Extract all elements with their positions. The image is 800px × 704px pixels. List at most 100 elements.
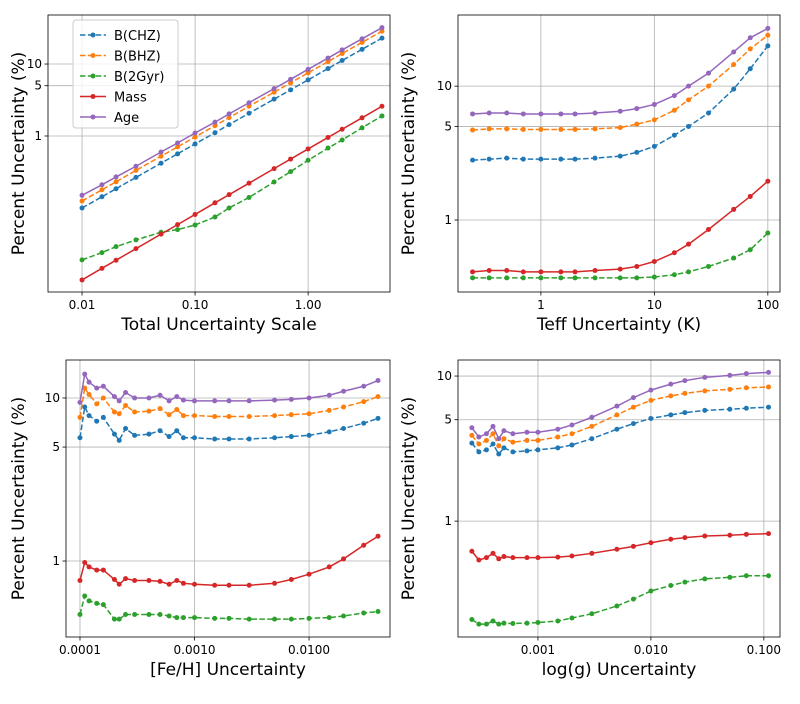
data-point — [175, 140, 181, 146]
data-point — [470, 127, 476, 133]
data-point — [359, 39, 365, 45]
legend-marker — [90, 94, 96, 99]
data-point — [558, 275, 564, 281]
data-point — [271, 89, 277, 95]
data-point — [589, 436, 595, 442]
data-point — [686, 83, 692, 89]
data-point — [686, 97, 692, 103]
data-point — [132, 611, 138, 617]
data-point — [617, 153, 623, 159]
data-point — [747, 247, 753, 253]
data-point — [486, 110, 492, 116]
data-point — [469, 548, 475, 554]
data-point — [166, 613, 172, 619]
data-point — [111, 616, 117, 622]
data-point — [192, 615, 198, 621]
data-point — [82, 593, 88, 599]
data-point — [305, 146, 311, 152]
data-point — [192, 130, 198, 136]
series-line — [471, 575, 769, 625]
data-point — [123, 576, 129, 582]
data-point — [379, 103, 385, 109]
data-point — [86, 564, 92, 570]
data-point — [731, 255, 737, 261]
series-line — [81, 105, 383, 281]
data-point — [504, 155, 510, 161]
data-point — [524, 437, 530, 443]
data-point — [668, 412, 674, 418]
data-point — [589, 423, 595, 429]
data-point — [111, 409, 117, 415]
series-line — [471, 386, 769, 448]
data-point — [569, 553, 575, 559]
data-point — [558, 269, 564, 275]
data-point — [175, 222, 181, 228]
data-point — [510, 431, 516, 437]
data-point — [483, 437, 489, 443]
data-point — [727, 574, 733, 580]
data-point — [305, 66, 311, 72]
data-point — [246, 194, 252, 200]
data-point — [166, 434, 172, 440]
data-point — [470, 157, 476, 163]
data-point — [86, 598, 92, 604]
data-point — [192, 435, 198, 441]
data-point — [288, 76, 294, 82]
data-point — [572, 275, 578, 281]
data-point — [226, 122, 232, 128]
data-point — [501, 554, 507, 560]
data-point — [630, 395, 636, 401]
data-point — [483, 447, 489, 453]
data-point — [288, 412, 294, 418]
data-point — [246, 180, 252, 186]
data-point — [113, 186, 119, 192]
data-point — [77, 611, 83, 617]
data-point — [765, 32, 771, 38]
data-point — [702, 576, 708, 582]
data-point — [504, 267, 510, 273]
x-tick-label: 0.01 — [69, 298, 96, 312]
data-point — [192, 222, 198, 228]
data-point — [766, 369, 772, 375]
data-point — [558, 156, 564, 162]
data-point — [702, 533, 708, 539]
data-point — [271, 166, 277, 172]
data-point — [558, 111, 564, 117]
data-point — [116, 616, 122, 622]
data-point — [306, 615, 312, 621]
data-point — [212, 119, 218, 125]
data-point — [94, 385, 100, 391]
data-point — [113, 174, 119, 180]
y-tick-label: 1 — [444, 213, 452, 227]
data-point — [339, 57, 345, 63]
x-tick-label: 0.010 — [634, 643, 668, 657]
data-point — [572, 111, 578, 117]
data-point — [192, 211, 198, 217]
data-point — [668, 393, 674, 399]
data-point — [175, 227, 181, 233]
data-point — [361, 542, 367, 548]
data-point — [747, 193, 753, 199]
data-point — [727, 532, 733, 538]
data-point — [648, 415, 654, 421]
data-point — [180, 413, 186, 419]
data-point — [146, 431, 152, 437]
data-point — [648, 397, 654, 403]
data-point — [306, 411, 312, 417]
data-point — [77, 399, 83, 405]
y-axis-label: Percent Uncertainty (%) — [9, 52, 29, 256]
data-point — [743, 573, 749, 579]
data-point — [765, 25, 771, 31]
data-point — [325, 145, 331, 151]
data-point — [94, 567, 100, 573]
data-point — [212, 582, 218, 588]
data-point — [305, 70, 311, 76]
data-point — [79, 205, 85, 211]
data-point — [226, 615, 232, 621]
data-point — [589, 550, 595, 556]
data-point — [174, 577, 180, 583]
data-point — [501, 445, 507, 451]
y-axis-label: Percent Uncertainty (%) — [9, 397, 29, 601]
data-point — [496, 451, 502, 457]
data-point — [82, 371, 88, 377]
